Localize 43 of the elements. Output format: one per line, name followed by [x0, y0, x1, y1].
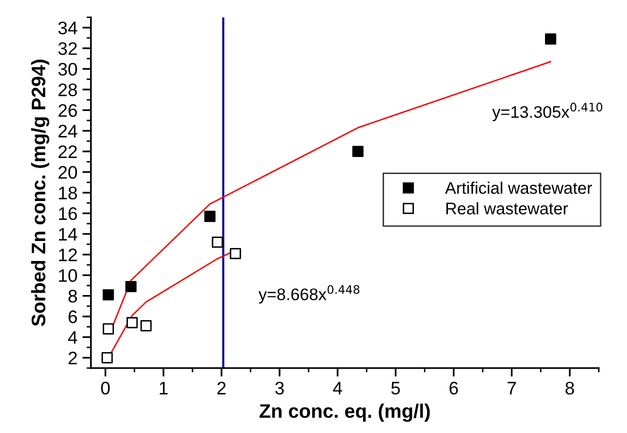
x-tick-label: 2 [217, 382, 226, 394]
legend-label: Artificial wastewater [445, 182, 592, 194]
legend-label: Real wastewater [446, 202, 568, 214]
y-tick-label: 28 [58, 83, 77, 96]
x-tick-label: 3 [275, 382, 284, 395]
y-tick-label: 6 [68, 310, 77, 324]
annotation: y=8.668x$^{0.448}$ [258, 285, 360, 304]
annotation: y=13.305x$^{0.410}$ [492, 102, 602, 122]
point [212, 236, 224, 248]
y-tick-label: 16 [59, 207, 77, 220]
y-tick-label: 12 [59, 248, 77, 262]
y-tick-label: 18 [59, 186, 77, 200]
y-tick-label: 20 [58, 166, 78, 179]
point [102, 352, 113, 364]
point [102, 289, 114, 300]
point [125, 280, 137, 292]
point [545, 33, 556, 45]
x-tick-label: 5 [391, 382, 400, 395]
x-tick-label: 8 [566, 382, 574, 395]
point [352, 146, 364, 158]
point [126, 317, 138, 328]
y-axis-title: Sorbed Zn conc. (mg/g P294) [31, 60, 50, 326]
y-tick-label: 30 [58, 62, 78, 76]
y-tick-label: 14 [59, 228, 78, 240]
y-tick-label: 2 [68, 352, 77, 364]
x-tick-label: 1 [160, 382, 168, 394]
y-tick-label: 22 [58, 145, 77, 158]
x-axis-title: Zn conc. eq. (mg/l) [260, 404, 430, 422]
point [204, 210, 216, 222]
x-tick-label: 7 [508, 382, 516, 394]
point [102, 323, 114, 334]
y-tick-label: 26 [58, 104, 77, 117]
point [230, 248, 242, 260]
y-tick-label: 34 [58, 22, 78, 34]
point [140, 320, 152, 332]
x-tick-label: 4 [332, 382, 342, 394]
y-tick-label: 10 [59, 269, 78, 282]
x-tick-label: 6 [450, 382, 458, 395]
x-tick-label: 0 [101, 382, 110, 395]
y-tick-label: 32 [58, 42, 77, 55]
y-tick-label: 4 [68, 331, 78, 344]
y-tick-label: 8 [68, 290, 77, 303]
y-tick-label: 24 [58, 124, 78, 138]
